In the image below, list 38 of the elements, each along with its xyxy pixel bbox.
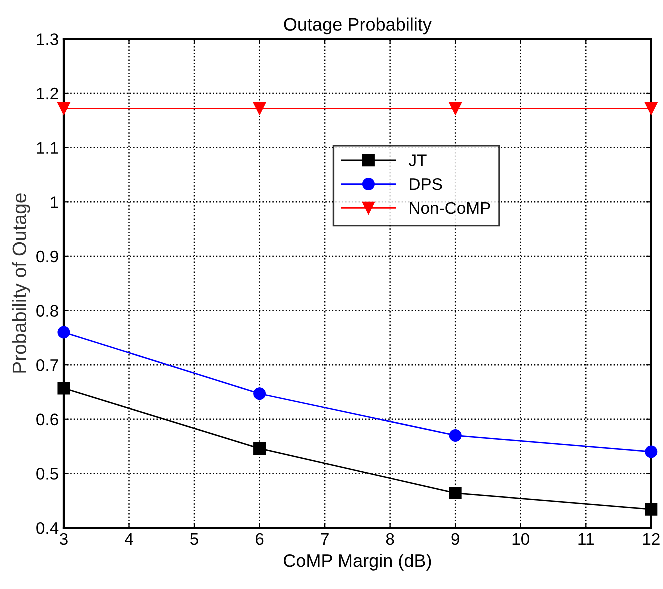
y-tick-label: 0.5 (36, 468, 58, 480)
y-tick-label: 1.2 (37, 88, 58, 100)
y-tick-label: 1.1 (37, 142, 58, 154)
y-tick-label: 0.8 (36, 305, 58, 317)
y-tick-label: 0.6 (36, 414, 58, 426)
x-tick-label: 8 (386, 533, 394, 546)
point (449, 487, 462, 500)
point (449, 429, 462, 442)
point (254, 102, 266, 115)
point (58, 326, 70, 339)
point (645, 102, 658, 115)
y-tick-label: 0.4 (36, 522, 59, 534)
y-tick-label: 1.3 (37, 34, 58, 46)
x-tick-label: 3 (60, 533, 68, 546)
x-tick-label: 4 (124, 534, 134, 545)
x-tick-label: 11 (578, 534, 594, 545)
y-tick-label: 1 (51, 196, 58, 208)
y-axis-title: Probability of Outage (12, 194, 30, 373)
point (254, 388, 266, 400)
x-tick-label: 6 (256, 533, 264, 546)
x-tick-label: 7 (321, 534, 329, 545)
point (58, 382, 70, 395)
y-tick-label: 0.9 (36, 250, 58, 263)
chart-title: Outage Probability (284, 18, 432, 35)
x-tick-label: 12 (643, 533, 660, 545)
x-tick-label: 10 (512, 533, 530, 546)
x-tick-label: 5 (190, 534, 198, 546)
legend-label: Non-CoMP (410, 202, 490, 214)
y-tick-label: 0.7 (36, 359, 58, 372)
legend-label: DPS (410, 178, 442, 190)
point (449, 102, 462, 115)
x-axis-title: CoMP Margin (dB) (284, 554, 432, 571)
x-tick-label: 9 (452, 533, 460, 546)
point (254, 442, 266, 455)
point (645, 446, 658, 458)
legend-label: JT (408, 154, 427, 166)
point (58, 102, 70, 115)
point (645, 503, 658, 516)
